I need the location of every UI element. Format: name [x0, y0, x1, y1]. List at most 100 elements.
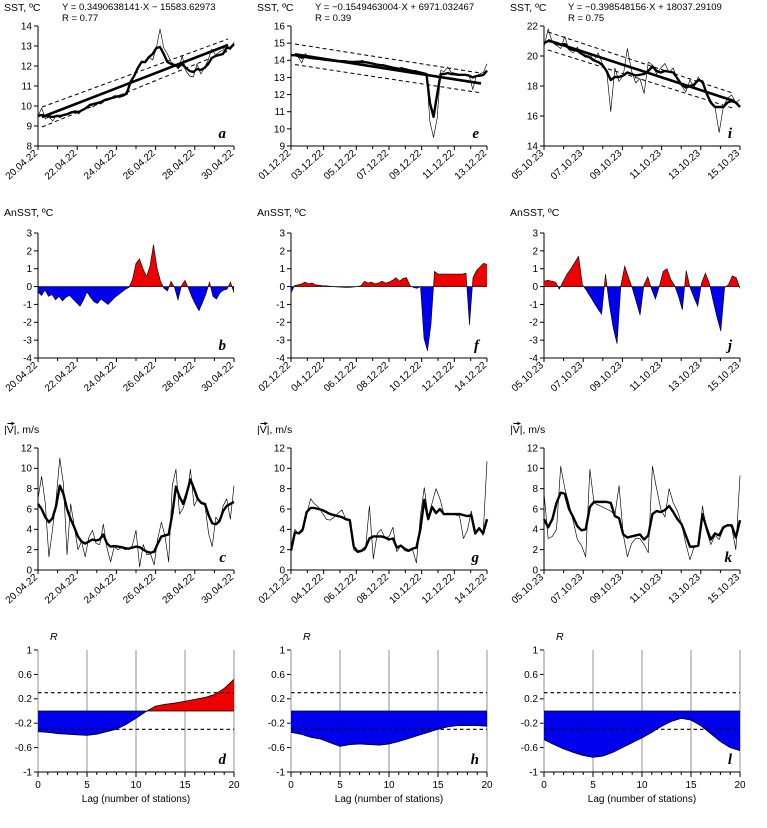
svg-text:14.12.22: 14.12.22 — [453, 572, 490, 607]
svg-text:6: 6 — [26, 504, 32, 515]
svg-text:22.04.22: 22.04.22 — [43, 360, 80, 395]
raw-wind — [543, 465, 741, 561]
x-axis-label: Lag (number of stations) — [588, 794, 696, 805]
chart-panel-i: SST, ºC Y = −0.398548156·X + 18037.29109 R… — [506, 0, 767, 200]
svg-text:-3: -3 — [23, 336, 32, 347]
svg-text:0: 0 — [532, 282, 538, 293]
svg-text:30.04.22: 30.04.22 — [200, 148, 237, 183]
svg-text:-4: -4 — [23, 353, 32, 364]
svg-text:3: 3 — [26, 228, 32, 239]
y-axis-label: |V|, m/s — [510, 421, 545, 436]
correlation-curve — [37, 678, 235, 736]
raw-sst — [543, 28, 741, 133]
svg-text:07.10.23: 07.10.23 — [549, 148, 586, 183]
smoothed-sst — [291, 53, 488, 119]
svg-text:07.10.23: 07.10.23 — [549, 360, 586, 395]
x-tick-label: 15 — [179, 780, 191, 791]
svg-text:-2: -2 — [23, 318, 32, 329]
smoothed-sst — [543, 39, 741, 109]
svg-text:11.10.23: 11.10.23 — [628, 148, 664, 182]
svg-text:0.6: 0.6 — [524, 670, 538, 681]
svg-text:30.04.22: 30.04.22 — [200, 572, 237, 607]
y-axis-label: SST, ºC — [257, 2, 294, 14]
svg-text:-3: -3 — [529, 336, 538, 347]
svg-text:13: 13 — [274, 73, 286, 84]
svg-text:-0.2: -0.2 — [268, 719, 286, 730]
svg-text:24.04.22: 24.04.22 — [82, 572, 119, 607]
negative-correlation-area — [544, 711, 740, 758]
x-tick-label: 10 — [636, 780, 648, 791]
svg-text:01.12.22: 01.12.22 — [257, 148, 294, 183]
panel-letter: f — [474, 338, 481, 354]
chart-panel-b: AnSST, ºC -4 -3 -2 -1 0 1 2 3 20.04.22 22.04.22 24.… — [0, 205, 261, 420]
svg-text:|V|, m/s: |V|, m/s — [4, 424, 39, 436]
y-axis-label: SST, ºC — [510, 2, 547, 14]
svg-text:-1: -1 — [529, 300, 538, 311]
correlation-curve — [543, 717, 741, 758]
trend-lower — [41, 50, 229, 128]
svg-text:0: 0 — [26, 282, 32, 293]
svg-text:10: 10 — [21, 101, 33, 112]
svg-text:22.04.22: 22.04.22 — [43, 572, 80, 607]
trend-upper — [294, 43, 482, 74]
svg-text:-2: -2 — [276, 318, 285, 329]
svg-text:3: 3 — [279, 228, 285, 239]
svg-text:1: 1 — [26, 264, 32, 275]
x-tick-label: 20 — [228, 780, 240, 791]
y-axis-label: AnSST, ºC — [4, 207, 54, 219]
svg-text:15: 15 — [274, 39, 286, 50]
anomaly-curve — [37, 244, 235, 312]
svg-text:16: 16 — [274, 21, 286, 32]
svg-text:0.6: 0.6 — [271, 670, 285, 681]
svg-text:08.12.22: 08.12.22 — [355, 360, 392, 395]
svg-text:12: 12 — [527, 443, 539, 454]
smoothed-sst — [37, 43, 235, 119]
svg-text:2: 2 — [279, 246, 285, 257]
svg-text:16: 16 — [527, 111, 539, 122]
panel-letter: d — [219, 752, 227, 768]
svg-text:20.04.22: 20.04.22 — [4, 572, 41, 607]
chart-panel-j: AnSST, ºC -4 -3 -2 -1 0 1 2 3 05.10.23 07.10.23 09.… — [506, 205, 767, 420]
svg-text:06.12.22: 06.12.22 — [322, 572, 359, 607]
svg-text:|V|, m/s: |V|, m/s — [510, 424, 545, 436]
svg-text:6: 6 — [279, 504, 285, 515]
svg-text:11.12.22: 11.12.22 — [421, 148, 457, 182]
negative-anomaly-area — [557, 286, 740, 344]
chart-panel-g: |V|, m/s 0 2 4 6 8 10 12 02.12.22 04.12.22 06.12.2… — [253, 420, 514, 628]
svg-text:10.12.22: 10.12.22 — [387, 572, 424, 607]
chart-panel-f: AnSST, ºC -4 -3 -2 -1 0 1 2 3 02.12.22 04.12.22 06.… — [253, 205, 514, 420]
svg-text:12: 12 — [21, 443, 33, 454]
svg-text:-1: -1 — [23, 300, 32, 311]
svg-text:-0.6: -0.6 — [268, 743, 286, 754]
svg-text:09.10.23: 09.10.23 — [588, 572, 625, 607]
trend-equation: Y = −0.1549463004·X + 6971.032467 — [315, 2, 474, 13]
svg-text:20.04.22: 20.04.22 — [4, 148, 41, 183]
svg-text:8: 8 — [26, 484, 32, 495]
svg-text:09.12.22: 09.12.22 — [387, 148, 424, 183]
svg-text:0: 0 — [279, 282, 285, 293]
svg-text:9: 9 — [26, 121, 32, 132]
anomaly-curve — [543, 255, 741, 344]
correlation-coefficient: R = 0.77 — [62, 13, 98, 24]
svg-text:12: 12 — [274, 90, 286, 101]
svg-text:28.04.22: 28.04.22 — [161, 572, 198, 607]
svg-text:0: 0 — [26, 565, 32, 576]
panel-letter: c — [219, 550, 226, 566]
svg-text:2: 2 — [26, 545, 32, 556]
svg-text:05.10.23: 05.10.23 — [510, 572, 547, 607]
panel-letter: h — [471, 752, 479, 768]
x-axis-label: Lag (number of stations) — [82, 794, 190, 805]
raw-wind — [290, 461, 488, 564]
x-tick-label: 0 — [288, 780, 294, 791]
svg-text:11.10.23: 11.10.23 — [628, 360, 664, 394]
panel-letter: l — [728, 752, 733, 768]
trend-upper — [547, 31, 735, 94]
x-tick-label: 0 — [541, 780, 547, 791]
svg-text:22: 22 — [527, 21, 539, 32]
svg-text:1: 1 — [279, 264, 285, 275]
svg-text:2: 2 — [279, 545, 285, 556]
svg-text:24.04.22: 24.04.22 — [82, 148, 119, 183]
smoothed-wind — [289, 498, 489, 553]
svg-text:2: 2 — [26, 246, 32, 257]
svg-text:02.12.22: 02.12.22 — [257, 572, 294, 607]
